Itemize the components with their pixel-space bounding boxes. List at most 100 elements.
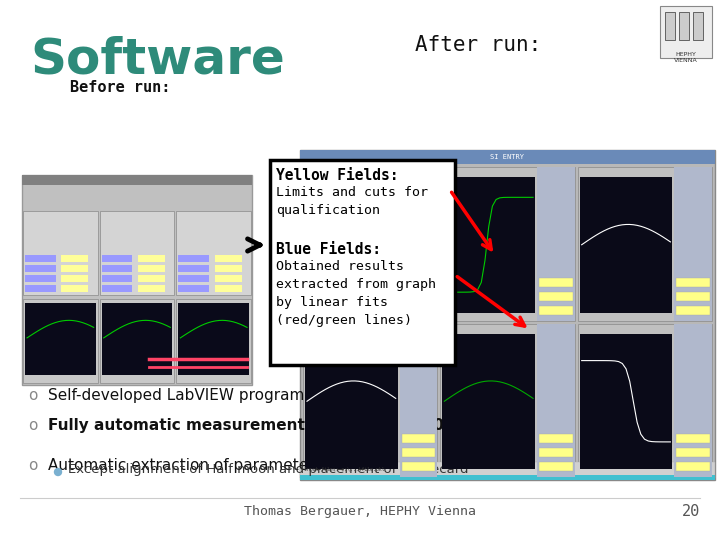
Bar [23, 299, 98, 383]
Bar [676, 462, 710, 471]
Bar [676, 434, 710, 443]
Bar [580, 177, 672, 313]
Bar [99, 211, 174, 295]
Bar [102, 303, 172, 375]
Text: 20: 20 [682, 504, 700, 519]
Bar [441, 167, 575, 321]
Text: Fully automatic measurement procedure (~30 minutes): Fully automatic measurement procedure (~… [48, 418, 526, 433]
Bar [305, 177, 397, 313]
Bar [539, 306, 572, 314]
Bar [22, 175, 252, 185]
Bar [23, 211, 98, 295]
Bar [580, 334, 672, 469]
Bar [102, 255, 132, 262]
Text: o: o [28, 418, 37, 433]
Text: Except alignment of Half moon and placement of probecard: Except alignment of Half moon and placem… [68, 462, 469, 476]
Bar [102, 275, 132, 282]
Bar [402, 434, 436, 443]
Bar [442, 334, 535, 469]
Text: Input files: e:\...\file.pkl: Input files: e:\...\file.pkl [304, 468, 384, 472]
Bar [99, 299, 174, 383]
Bar [300, 150, 715, 480]
Bar [61, 275, 88, 282]
Bar [179, 255, 209, 262]
Text: Blue Fields:: Blue Fields: [276, 242, 381, 257]
Text: o: o [28, 458, 37, 473]
Bar [22, 175, 252, 385]
Bar [665, 12, 675, 40]
Bar [300, 475, 715, 480]
Bar [300, 150, 715, 164]
Bar [215, 265, 241, 272]
Bar [25, 303, 96, 375]
Bar [676, 448, 710, 457]
Bar [25, 275, 55, 282]
Bar [676, 278, 710, 287]
Bar [61, 255, 88, 262]
Bar [61, 265, 88, 272]
Bar [102, 265, 132, 272]
Bar [400, 167, 437, 321]
Bar [138, 265, 165, 272]
Bar [402, 278, 436, 287]
Bar [676, 306, 710, 314]
Bar [400, 323, 437, 477]
Bar [303, 323, 437, 477]
Bar [215, 275, 241, 282]
Text: SI ENTRY: SI ENTRY [490, 154, 524, 160]
Bar [25, 255, 55, 262]
Bar [441, 323, 575, 477]
Bar [693, 12, 703, 40]
Bar [539, 292, 572, 300]
Bar [138, 275, 165, 282]
FancyBboxPatch shape [660, 6, 712, 58]
Bar [25, 285, 55, 292]
Bar [537, 167, 575, 321]
Bar [270, 160, 455, 365]
Text: Thomas Bergauer, HEPHY Vienna: Thomas Bergauer, HEPHY Vienna [244, 505, 476, 518]
Bar [675, 323, 712, 477]
Bar [676, 292, 710, 300]
Bar [176, 299, 251, 383]
Bar [442, 177, 535, 313]
Bar [215, 255, 241, 262]
Bar [25, 265, 55, 272]
Bar [215, 285, 241, 292]
Bar [539, 434, 572, 443]
Bar [577, 167, 712, 321]
Bar [539, 462, 572, 471]
Bar [402, 448, 436, 457]
Bar [179, 303, 249, 375]
Text: Before run:: Before run: [70, 80, 171, 95]
Text: Software: Software [30, 35, 284, 83]
Bar [61, 285, 88, 292]
Bar [402, 292, 436, 300]
Bar [675, 167, 712, 321]
Bar [179, 285, 209, 292]
Text: Self-developed LabVIEW program: Self-developed LabVIEW program [48, 388, 305, 403]
Circle shape [55, 469, 61, 476]
Bar [303, 167, 437, 321]
Bar [577, 323, 712, 477]
Bar [679, 12, 689, 40]
Bar [102, 285, 132, 292]
Bar [305, 334, 397, 469]
Text: o: o [28, 388, 37, 403]
Bar [402, 462, 436, 471]
Text: Obtained results
extracted from graph
by linear fits
(red/green lines): Obtained results extracted from graph by… [276, 260, 436, 327]
Bar [179, 275, 209, 282]
Text: Automatic extraction of parameters: Automatic extraction of parameters [48, 458, 323, 473]
Bar [176, 211, 251, 295]
Bar [402, 306, 436, 314]
Bar [138, 285, 165, 292]
Text: Yellow Fields:: Yellow Fields: [276, 168, 398, 183]
Bar [179, 265, 209, 272]
Bar [138, 255, 165, 262]
Text: HEPHY
VIENNA: HEPHY VIENNA [674, 52, 698, 63]
Text: Limits and cuts for
qualification: Limits and cuts for qualification [276, 186, 428, 217]
Bar [537, 323, 575, 477]
Bar [539, 448, 572, 457]
Text: After run:: After run: [415, 35, 541, 55]
Bar [539, 278, 572, 287]
Bar [300, 462, 715, 478]
